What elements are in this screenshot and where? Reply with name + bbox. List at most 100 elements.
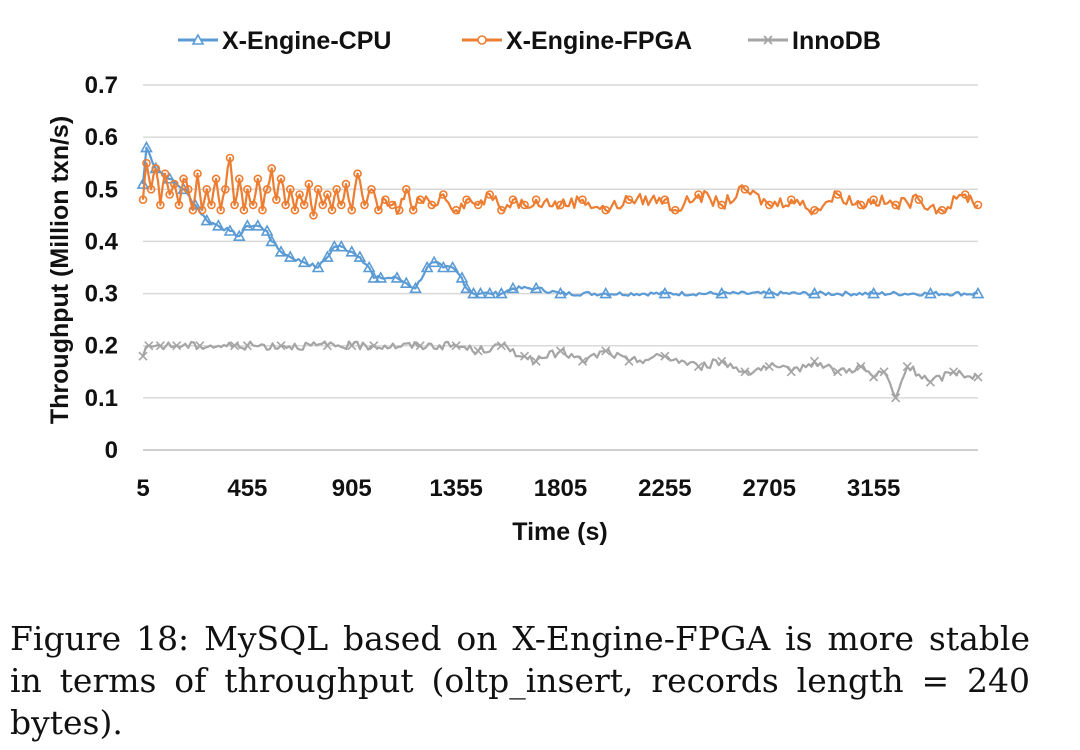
data-point bbox=[474, 286, 487, 299]
x-axis-title: Time (s) bbox=[512, 518, 607, 546]
data-point bbox=[207, 200, 216, 210]
data-point bbox=[446, 260, 460, 273]
data-point bbox=[276, 174, 286, 184]
data-point bbox=[401, 184, 411, 194]
data-point bbox=[274, 245, 288, 257]
data-point bbox=[462, 195, 471, 205]
data-point bbox=[717, 200, 727, 210]
data-point bbox=[717, 356, 727, 366]
data-point bbox=[660, 195, 670, 205]
legend-label: InnoDB bbox=[792, 27, 881, 55]
data-point bbox=[334, 239, 348, 252]
data-point bbox=[555, 346, 566, 356]
data-point bbox=[971, 286, 985, 299]
data-point bbox=[337, 200, 346, 210]
data-point bbox=[362, 260, 376, 273]
data-point bbox=[313, 184, 323, 194]
data-point bbox=[156, 200, 165, 210]
data-point bbox=[230, 341, 240, 351]
data-point bbox=[283, 250, 297, 262]
data-point bbox=[415, 341, 425, 351]
y-tick-label: 0.3 bbox=[85, 281, 118, 308]
throughput-chart: X-Engine-CPU X-Engine-FPGA InnoDB 00.10.20… bbox=[46, 27, 985, 546]
data-point bbox=[243, 184, 252, 194]
data-point bbox=[925, 377, 936, 387]
data-point bbox=[856, 200, 866, 210]
data-point bbox=[239, 205, 249, 215]
data-point bbox=[304, 179, 314, 189]
data-point bbox=[309, 211, 318, 220]
data-point bbox=[764, 362, 774, 372]
data-point bbox=[322, 341, 332, 351]
figure-caption: Figure 18: MySQL based on X-Engine-FPGA … bbox=[10, 619, 1030, 742]
data-point bbox=[599, 286, 613, 299]
y-tick-label: 0.6 bbox=[85, 124, 118, 151]
data-point bbox=[408, 205, 418, 215]
data-point bbox=[531, 195, 541, 205]
data-point bbox=[297, 255, 311, 268]
data-point bbox=[437, 260, 450, 273]
data-point bbox=[394, 205, 404, 215]
x-tick-label: 5 bbox=[136, 475, 149, 502]
data-point bbox=[138, 195, 148, 205]
series-line bbox=[141, 156, 979, 217]
data-point bbox=[163, 172, 177, 184]
data-point bbox=[694, 190, 703, 199]
x-tick-label: 2255 bbox=[638, 475, 691, 502]
y-tick-label: 0.4 bbox=[85, 228, 119, 255]
data-point bbox=[230, 200, 239, 210]
x-tick-label: 905 bbox=[332, 475, 372, 502]
data-point bbox=[451, 205, 461, 215]
data-point bbox=[155, 341, 165, 351]
data-point bbox=[658, 286, 672, 299]
data-point bbox=[253, 174, 263, 184]
data-point bbox=[810, 205, 819, 215]
legend-label: X-Engine-FPGA bbox=[506, 27, 692, 55]
data-point bbox=[311, 260, 325, 273]
data-point bbox=[374, 205, 383, 215]
data-point bbox=[715, 286, 729, 299]
data-point bbox=[260, 224, 274, 236]
data-point bbox=[138, 351, 148, 361]
x-tick-label: 1805 bbox=[534, 475, 587, 502]
data-point bbox=[367, 184, 376, 194]
data-point bbox=[960, 190, 970, 199]
x-tick-label: 2705 bbox=[743, 475, 796, 502]
data-point bbox=[267, 164, 277, 173]
data-point bbox=[764, 200, 774, 210]
data-point bbox=[494, 286, 508, 299]
data-point bbox=[808, 286, 821, 299]
data-point bbox=[869, 195, 878, 205]
data-point bbox=[869, 372, 879, 382]
data-point bbox=[318, 200, 328, 210]
data-point bbox=[195, 341, 205, 351]
data-point bbox=[867, 286, 880, 299]
data-point bbox=[390, 271, 404, 283]
data-point bbox=[223, 224, 237, 236]
data-point bbox=[601, 205, 611, 215]
data-point bbox=[531, 356, 541, 366]
data-point bbox=[265, 234, 279, 247]
chart-series bbox=[136, 140, 985, 403]
data-point bbox=[242, 341, 252, 351]
data-point bbox=[144, 341, 154, 351]
data-point bbox=[879, 367, 889, 377]
data-point bbox=[693, 362, 704, 372]
data-point bbox=[455, 271, 469, 283]
data-point bbox=[183, 184, 193, 194]
data-point bbox=[660, 351, 670, 361]
data-point bbox=[519, 351, 530, 361]
data-point bbox=[345, 245, 359, 257]
data-point bbox=[276, 341, 286, 351]
data-point bbox=[369, 341, 379, 351]
legend-marker bbox=[763, 35, 773, 45]
data-point bbox=[973, 200, 983, 210]
data-point bbox=[937, 205, 947, 215]
data-point bbox=[891, 200, 900, 210]
data-point bbox=[221, 184, 230, 194]
data-point bbox=[902, 362, 912, 372]
data-point bbox=[160, 169, 170, 178]
data-point bbox=[833, 367, 843, 377]
data-point bbox=[281, 200, 290, 210]
y-tick-label: 0.7 bbox=[85, 72, 118, 99]
